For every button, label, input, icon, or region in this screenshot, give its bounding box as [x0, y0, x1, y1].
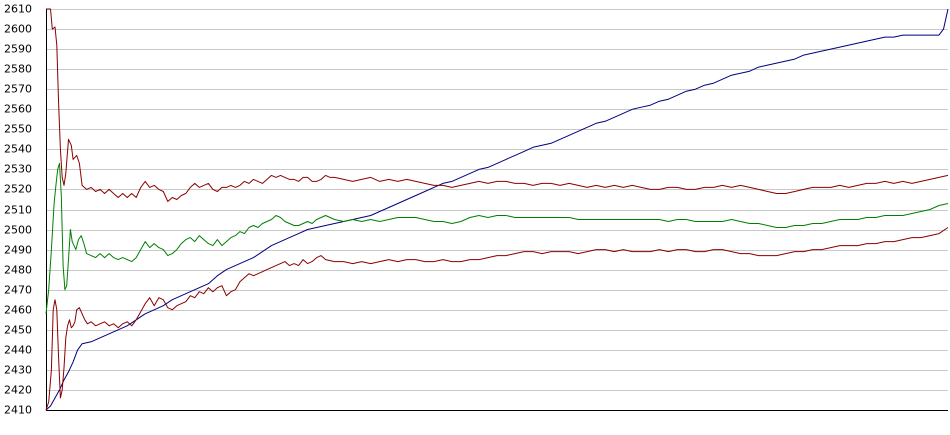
y-tick-label-2580: 2580 [4, 63, 32, 76]
y-tick-label-2500: 2500 [4, 224, 32, 237]
y-tick-label-2570: 2570 [4, 83, 32, 96]
series-lines [45, 8, 949, 411]
axes [46, 9, 948, 411]
y-tick-label-2610: 2610 [4, 3, 32, 16]
grid-lines [46, 9, 948, 411]
y-tick-label-2460: 2460 [4, 304, 32, 317]
y-tick-label-2490: 2490 [4, 244, 32, 257]
y-tick-label-2540: 2540 [4, 143, 32, 156]
y-axis-tick-labels: 2410 2420 2430 2440 2450 2460 2470 2480 2490 2500… [4, 3, 32, 417]
y-tick-label-2600: 2600 [4, 23, 32, 36]
y-tick-label-2590: 2590 [4, 43, 32, 56]
series-line-1 [45, 8, 949, 411]
y-tick-label-2530: 2530 [4, 163, 32, 176]
y-tick-label-2480: 2480 [4, 264, 32, 277]
series-line-4 [45, 227, 949, 411]
y-tick-label-2550: 2550 [4, 123, 32, 136]
y-tick-label-2440: 2440 [4, 344, 32, 357]
y-tick-label-2430: 2430 [4, 364, 32, 377]
y-tick-label-2450: 2450 [4, 324, 32, 337]
y-tick-label-2520: 2520 [4, 183, 32, 196]
series-line-3 [45, 162, 949, 314]
y-tick-label-2470: 2470 [4, 284, 32, 297]
y-tick-label-2560: 2560 [4, 103, 32, 116]
series-line-2 [46, 8, 949, 202]
y-tick-label-2510: 2510 [4, 204, 32, 217]
y-tick-label-2420: 2420 [4, 384, 32, 397]
y-tick-label-2410: 2410 [4, 404, 32, 417]
